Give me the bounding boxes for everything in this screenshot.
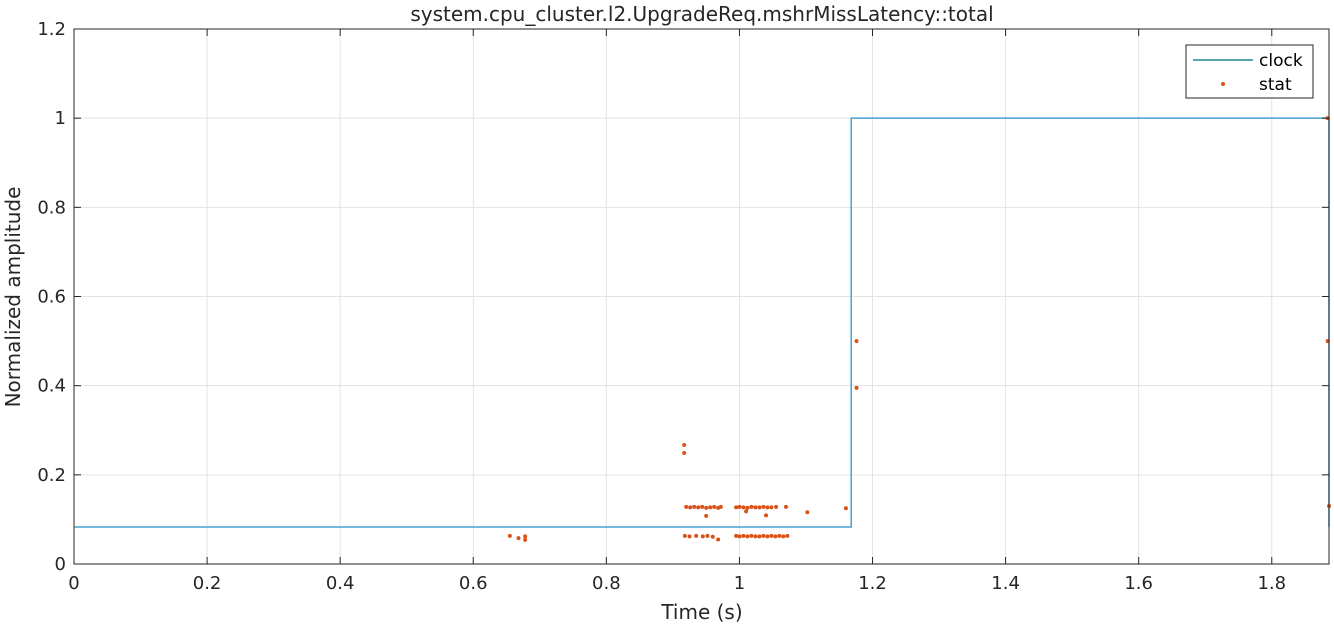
x-tick-label: 1.2 (858, 573, 887, 594)
x-tick-label: 1.8 (1257, 573, 1286, 594)
x-tick-label: 0.8 (592, 573, 621, 594)
y-tick-label: 1.2 (37, 19, 66, 40)
x-axis-label: Time (s) (660, 600, 742, 624)
legend-box (1185, 44, 1314, 99)
stat-point (734, 505, 739, 510)
y-tick-label: 0.2 (37, 465, 66, 486)
stat-point (773, 534, 778, 539)
x-tick-label: 0 (68, 573, 79, 594)
y-tick-label: 1 (55, 108, 66, 129)
stat-point (682, 533, 687, 538)
stat-point (745, 534, 750, 539)
stat-point (708, 505, 713, 510)
stat-point (704, 505, 709, 510)
stat-point (684, 504, 689, 509)
stat-point (523, 534, 528, 539)
stat-point (843, 506, 848, 511)
stat-point (749, 533, 754, 538)
stat-point (757, 534, 762, 539)
stat-point (745, 505, 750, 510)
stat-point (764, 513, 769, 518)
stat-point (700, 504, 705, 509)
stat-point (737, 534, 742, 539)
stat-point (781, 534, 786, 539)
stat-point (694, 533, 699, 538)
stat-point (761, 504, 766, 509)
stat-point (682, 442, 687, 447)
stat-point (769, 505, 774, 510)
stat-point (785, 533, 790, 538)
x-tick-label: 1 (734, 573, 745, 594)
stat-point (710, 534, 715, 539)
legend-clock-label: clock (1259, 51, 1303, 71)
stat-point (737, 504, 742, 509)
stat-point (744, 509, 749, 514)
y-tick-label: 0.6 (37, 287, 66, 308)
stat-point (688, 505, 693, 510)
y-tick-label: 0.4 (37, 376, 66, 397)
stat-point (753, 534, 758, 539)
stat-point (682, 450, 687, 455)
x-tick-label: 1.4 (991, 573, 1020, 594)
stat-point (716, 537, 721, 542)
stat-point (854, 385, 859, 390)
stat-point (774, 504, 779, 509)
y-tick-label: 0.8 (37, 197, 66, 218)
stat-point (749, 504, 754, 509)
stat-point (704, 513, 709, 518)
stat-point (757, 505, 762, 510)
ticks: 0 0.2 0.4 0.6 0.8 1 1.2 1.4 1.6 1.8 0 0.2 0.4 0.6 0.8 1… (37, 19, 1329, 594)
stat-point (696, 505, 701, 510)
stat-point (753, 505, 758, 510)
stat-point (854, 339, 859, 344)
stat-point (507, 533, 512, 538)
chart-title: system.cpu_cluster.l2.UpgradeReq.mshrMis… (410, 2, 993, 26)
x-tick-label: 0.6 (459, 573, 488, 594)
stat-point (692, 504, 697, 509)
stat-point (718, 504, 723, 509)
stat-point (769, 533, 774, 538)
stat-point (734, 533, 739, 538)
stat-point (687, 534, 692, 539)
x-tick-label: 0.4 (326, 573, 355, 594)
stat-point (516, 536, 521, 541)
stat-point (712, 504, 717, 509)
stat-point (765, 505, 770, 510)
stat-point (700, 534, 705, 539)
x-tick-label: 1.6 (1124, 573, 1153, 594)
grid (74, 29, 1329, 564)
stat-point (523, 537, 528, 542)
legend-stat-label: stat (1259, 75, 1292, 95)
stat-point (765, 534, 770, 539)
y-tick-label: 0 (55, 554, 66, 575)
stat-point (705, 533, 710, 538)
stat-point (784, 504, 789, 509)
stat-point (805, 510, 810, 515)
stat-point (741, 505, 746, 510)
stat-point (761, 533, 766, 538)
y-axis-label: Normalized amplitude (1, 187, 25, 408)
stat-point (741, 533, 746, 538)
stat-point (777, 533, 782, 538)
legend-stat-marker (1221, 82, 1225, 86)
x-tick-label: 0.2 (193, 573, 222, 594)
legend: clock stat (1185, 44, 1314, 99)
